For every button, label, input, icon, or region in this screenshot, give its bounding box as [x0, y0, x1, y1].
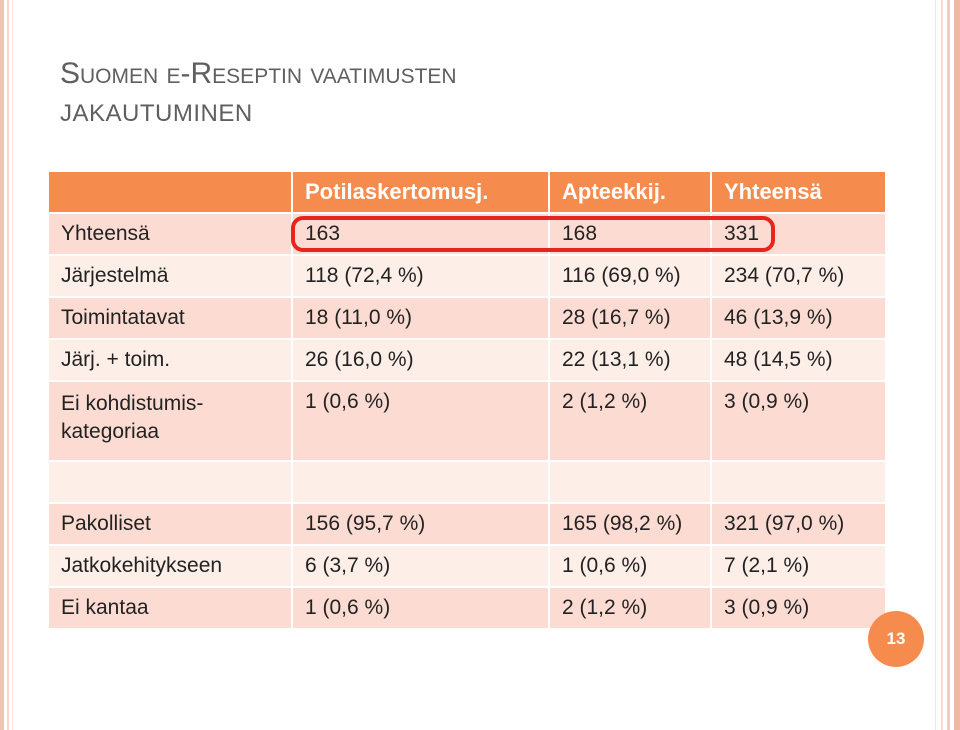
- page-number-badge: 13: [868, 611, 924, 667]
- row-label: Ei kohdistumis-kategoriaa: [47, 380, 293, 462]
- table-row: Ei kohdistumis-kategoriaa 1 (0,6 %) 2 (1…: [47, 380, 887, 462]
- slide-title-line1: Suomen e-Reseptin vaatimusten: [60, 57, 457, 90]
- table-cell: 48 (14,5 %): [710, 338, 887, 382]
- row-label: Jatkokehitykseen: [47, 544, 293, 588]
- table-cell: 6 (3,7 %): [291, 544, 550, 588]
- table-cell: [47, 460, 293, 504]
- table-cell: 156 (95,7 %): [291, 502, 550, 546]
- header-cell: Yhteensä: [710, 170, 887, 214]
- table-cell: 22 (13,1 %): [548, 338, 712, 382]
- table-cell: 1 (0,6 %): [548, 544, 712, 588]
- table-cell: 26 (16,0 %): [291, 338, 550, 382]
- table-row: Toimintatavat 18 (11,0 %) 28 (16,7 %) 46…: [47, 296, 887, 340]
- table-cell: 1 (0,6 %): [291, 380, 550, 462]
- requirements-table: Potilaskertomusj. Apteekkij. Yhteensä Yh…: [47, 170, 887, 630]
- row-label: Järjestelmä: [47, 254, 293, 298]
- table-row: Järjestelmä 118 (72,4 %) 116 (69,0 %) 23…: [47, 254, 887, 298]
- table-cell: 3 (0,9 %): [710, 586, 887, 630]
- table-cell: 234 (70,7 %): [710, 254, 887, 298]
- table-header-row: Potilaskertomusj. Apteekkij. Yhteensä: [47, 170, 887, 214]
- left-decorative-border: [0, 0, 18, 730]
- table-cell: 2 (1,2 %): [548, 586, 712, 630]
- table-spacer-row: [47, 460, 887, 504]
- table-row: Jatkokehitykseen 6 (3,7 %) 1 (0,6 %) 7 (…: [47, 544, 887, 588]
- table-row: Järj. + toim. 26 (16,0 %) 22 (13,1 %) 48…: [47, 338, 887, 382]
- slide-title-line2: jakautuminen: [60, 100, 253, 127]
- table-cell: [710, 460, 887, 504]
- table-cell: 1 (0,6 %): [291, 586, 550, 630]
- table-cell: 28 (16,7 %): [548, 296, 712, 340]
- header-cell: Apteekkij.: [548, 170, 712, 214]
- table-cell: 321 (97,0 %): [710, 502, 887, 546]
- slide-title: Suomen e-Reseptin vaatimusten jakautumin…: [60, 58, 760, 130]
- table-cell: 118 (72,4 %): [291, 254, 550, 298]
- row-label: Yhteensä: [47, 212, 293, 256]
- header-cell: Potilaskertomusj.: [291, 170, 550, 214]
- table-row: Pakolliset 156 (95,7 %) 165 (98,2 %) 321…: [47, 502, 887, 546]
- row-label: Toimintatavat: [47, 296, 293, 340]
- table-cell: [548, 460, 712, 504]
- table-cell: 3 (0,9 %): [710, 380, 887, 462]
- header-cell: [47, 170, 293, 214]
- table-row: Yhteensä 163 168 331: [47, 212, 887, 256]
- table-cell: 116 (69,0 %): [548, 254, 712, 298]
- right-decorative-border: [930, 0, 960, 730]
- table-cell: 18 (11,0 %): [291, 296, 550, 340]
- table-cell: 2 (1,2 %): [548, 380, 712, 462]
- table-cell: 165 (98,2 %): [548, 502, 712, 546]
- table-cell: 7 (2,1 %): [710, 544, 887, 588]
- row-label: Ei kantaa: [47, 586, 293, 630]
- totals-highlight-outline: [291, 216, 775, 252]
- row-label: Pakolliset: [47, 502, 293, 546]
- table-row: Ei kantaa 1 (0,6 %) 2 (1,2 %) 3 (0,9 %): [47, 586, 887, 630]
- table-cell: [291, 460, 550, 504]
- table-cell: 46 (13,9 %): [710, 296, 887, 340]
- row-label: Järj. + toim.: [47, 338, 293, 382]
